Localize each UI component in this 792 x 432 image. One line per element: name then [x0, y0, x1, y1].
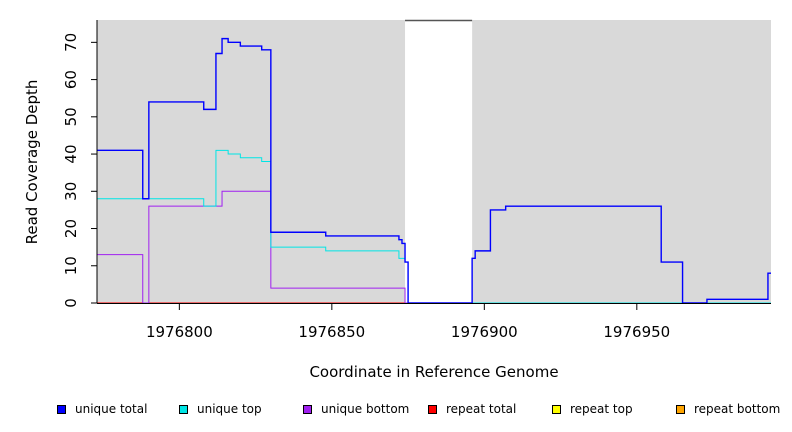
legend-item-unique-top: unique top	[179, 401, 262, 417]
y-tick-label: 40	[62, 145, 80, 164]
y-tick-label: 30	[62, 182, 80, 201]
axes: 0 10 20 30 40 50 60 70 1976800 1976850 1976900 1976…	[62, 20, 771, 341]
legend-label: repeat bottom	[694, 402, 781, 416]
x-tick-label: 1976950	[603, 323, 670, 341]
legend-swatch	[179, 404, 188, 414]
series-line-unique-total	[97, 37, 771, 304]
legend-item-unique-total: unique total	[57, 401, 147, 417]
legend-item-repeat-top: repeat top	[552, 401, 633, 417]
y-tick-label: 20	[62, 219, 80, 238]
legend-swatch	[552, 404, 561, 414]
legend-swatch	[57, 404, 66, 414]
plot-area	[97, 19, 771, 303]
gap-region	[405, 20, 473, 303]
y-axis-title: Read Coverage Depth	[23, 80, 41, 245]
legend-label: repeat total	[446, 402, 517, 416]
y-tick-label: 10	[62, 256, 80, 275]
coverage-chart: 0 10 20 30 40 50 60 70 1976800 1976850 1976900 1976…	[23, 19, 771, 381]
legend-label: unique total	[75, 402, 148, 416]
x-tick-label: 1976800	[146, 323, 213, 341]
x-tick-label: 1976900	[451, 323, 518, 341]
legend-swatch	[676, 404, 685, 414]
legend-label: unique top	[197, 402, 262, 416]
legend-label: unique bottom	[321, 402, 410, 416]
y-tick-label: 70	[62, 33, 80, 52]
y-tick-label: 0	[62, 298, 80, 308]
series-line-unique-bottom	[97, 190, 771, 304]
legend-item-repeat-bottom: repeat bottom	[676, 401, 780, 417]
legend-label: repeat top	[570, 402, 633, 416]
legend-item-unique-bottom: unique bottom	[303, 401, 409, 417]
y-tick-label: 60	[62, 70, 80, 89]
x-axis-title: Coordinate in Reference Genome	[309, 363, 558, 381]
x-tick-label: 1976850	[298, 323, 365, 341]
y-tick-label: 50	[62, 107, 80, 126]
legend-swatch	[303, 404, 312, 414]
legend-swatch	[428, 404, 437, 414]
legend: unique total unique top unique bottom repea…	[0, 401, 792, 417]
legend-item-repeat-total: repeat total	[428, 401, 516, 417]
